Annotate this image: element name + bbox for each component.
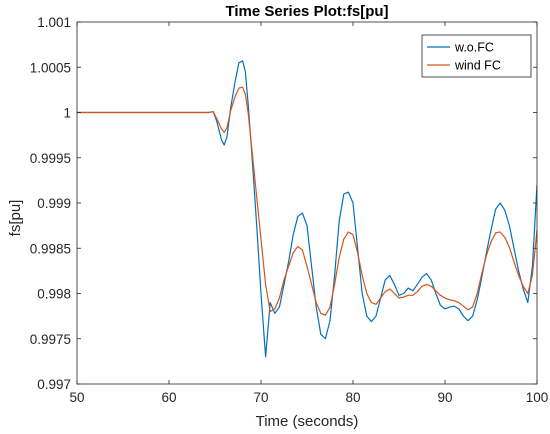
plot-area	[77, 60, 537, 358]
x-tick-label: 60	[161, 390, 176, 405]
y-tick-label: 0.997	[37, 377, 71, 392]
series-line-1	[77, 60, 537, 358]
chart-title: Time Series Plot:fs[pu]	[225, 3, 388, 20]
legend: w.o.FC wind FC	[421, 34, 532, 78]
legend-box	[421, 34, 532, 78]
y-tick-label: 0.9995	[30, 151, 71, 166]
y-tick-label: 0.9985	[30, 241, 71, 256]
y-tick-label: 1	[63, 106, 71, 121]
x-tick-label: 80	[345, 390, 360, 405]
axes: 50 60 70 80 90 100 0.997 0.9975 0.998 0.9985 0.999…	[30, 15, 549, 405]
y-tick-label: 0.999	[37, 196, 71, 211]
x-axis-label: Time (seconds)	[256, 413, 359, 430]
legend-label: wind FC	[454, 59, 501, 73]
x-tick-label: 70	[253, 390, 268, 405]
y-tick-label: 1.0005	[30, 60, 71, 75]
y-tick-label: 0.998	[37, 287, 71, 302]
series-line-2	[77, 86, 537, 316]
y-tick-label: 1.001	[37, 15, 71, 30]
y-axis-label: fs[pu]	[7, 200, 24, 237]
x-tick-label: 50	[69, 390, 84, 405]
x-tick-label: 90	[437, 390, 452, 405]
y-tick-label: 0.9975	[30, 332, 71, 347]
legend-label: w.o.FC	[454, 41, 494, 55]
x-tick-label: 100	[526, 390, 549, 405]
